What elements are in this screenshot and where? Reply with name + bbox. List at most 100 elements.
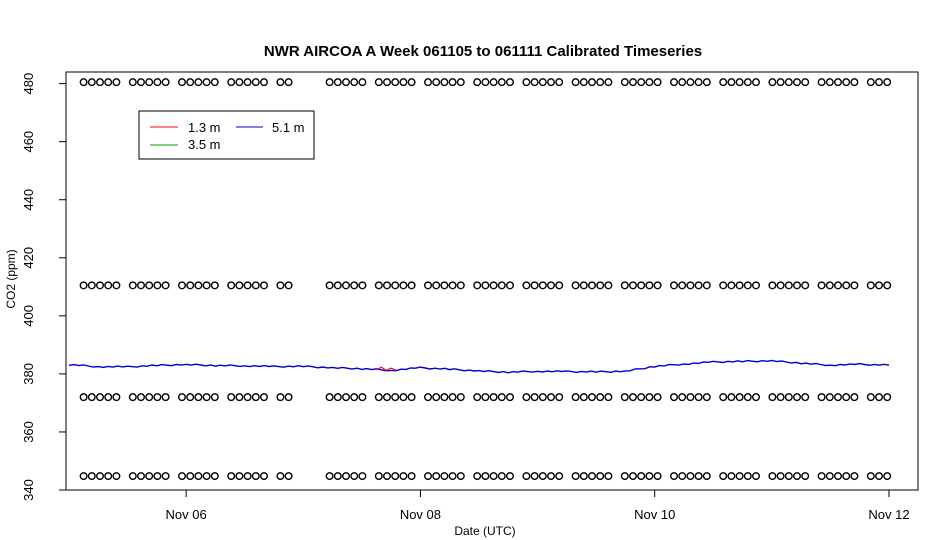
flag-marker bbox=[875, 393, 884, 402]
flag-marker bbox=[210, 393, 219, 402]
flag-marker bbox=[136, 78, 145, 87]
flag-marker bbox=[456, 78, 465, 87]
flag-marker bbox=[620, 393, 629, 402]
flag-marker bbox=[522, 393, 531, 402]
flag-marker bbox=[112, 393, 121, 402]
flag-marker bbox=[95, 281, 104, 290]
flag-marker bbox=[374, 472, 383, 481]
flag-marker bbox=[538, 393, 547, 402]
flag-marker bbox=[694, 78, 703, 87]
flag-marker bbox=[883, 78, 892, 87]
legend-label-5-1m: 5.1 m bbox=[272, 120, 305, 135]
flag-marker bbox=[210, 78, 219, 87]
flag-marker bbox=[866, 281, 875, 290]
flag-marker bbox=[177, 393, 186, 402]
flag-marker bbox=[768, 472, 777, 481]
flag-marker bbox=[333, 393, 342, 402]
flag-marker bbox=[473, 393, 482, 402]
flag-marker bbox=[694, 281, 703, 290]
flag-marker bbox=[596, 393, 605, 402]
flag-marker bbox=[571, 78, 580, 87]
flag-marker bbox=[702, 281, 711, 290]
flag-marker bbox=[153, 393, 162, 402]
flag-marker bbox=[489, 281, 498, 290]
flag-marker bbox=[79, 78, 88, 87]
flag-marker bbox=[538, 281, 547, 290]
flag-marker bbox=[743, 281, 752, 290]
flag-marker bbox=[547, 281, 556, 290]
flag-marker bbox=[391, 281, 400, 290]
flag-marker bbox=[153, 78, 162, 87]
flag-marker bbox=[784, 393, 793, 402]
series-line-1-3-m bbox=[376, 366, 397, 372]
flag-marker bbox=[834, 393, 843, 402]
flag-marker bbox=[251, 78, 260, 87]
flag-marker bbox=[547, 78, 556, 87]
flag-marker bbox=[883, 472, 892, 481]
flag-marker bbox=[752, 78, 761, 87]
flag-marker bbox=[79, 472, 88, 481]
y-axis-label: CO2 (ppm) bbox=[4, 249, 18, 308]
flag-marker bbox=[670, 393, 679, 402]
flag-marker bbox=[776, 78, 785, 87]
flag-marker bbox=[383, 472, 392, 481]
flag-marker bbox=[407, 281, 416, 290]
flag-marker bbox=[497, 78, 506, 87]
flag-marker bbox=[489, 393, 498, 402]
flag-marker bbox=[579, 393, 588, 402]
flag-marker bbox=[637, 281, 646, 290]
flag-marker bbox=[161, 393, 170, 402]
flag-marker bbox=[383, 281, 392, 290]
flag-marker bbox=[686, 393, 695, 402]
flag-marker bbox=[875, 472, 884, 481]
flag-marker bbox=[473, 472, 482, 481]
flag-marker bbox=[145, 472, 154, 481]
flag-marker bbox=[210, 281, 219, 290]
flag-markers bbox=[79, 78, 892, 481]
flag-marker bbox=[694, 393, 703, 402]
legend-label-1-3m: 1.3 m bbox=[188, 120, 221, 135]
flag-marker bbox=[842, 281, 851, 290]
flag-marker bbox=[95, 78, 104, 87]
flag-marker bbox=[243, 472, 252, 481]
flag-marker bbox=[645, 281, 654, 290]
flag-marker bbox=[555, 281, 564, 290]
flag-marker bbox=[579, 472, 588, 481]
flag-marker bbox=[604, 281, 613, 290]
flag-marker bbox=[227, 393, 236, 402]
flag-marker bbox=[145, 393, 154, 402]
flag-marker bbox=[637, 472, 646, 481]
flag-marker bbox=[670, 281, 679, 290]
flag-marker bbox=[702, 393, 711, 402]
flag-marker bbox=[456, 281, 465, 290]
flag-marker bbox=[358, 281, 367, 290]
y-tick-label: 460 bbox=[21, 131, 36, 153]
flag-marker bbox=[235, 472, 244, 481]
flag-marker bbox=[194, 78, 203, 87]
flag-marker bbox=[653, 281, 662, 290]
flag-marker bbox=[128, 393, 137, 402]
flag-marker bbox=[227, 78, 236, 87]
flag-marker bbox=[752, 393, 761, 402]
flag-marker bbox=[350, 393, 359, 402]
flag-marker bbox=[522, 78, 531, 87]
flag-marker bbox=[825, 281, 834, 290]
flag-marker bbox=[702, 472, 711, 481]
flag-marker bbox=[128, 281, 137, 290]
flag-marker bbox=[850, 472, 859, 481]
flag-marker bbox=[776, 281, 785, 290]
flag-marker bbox=[530, 78, 539, 87]
flag-marker bbox=[440, 393, 449, 402]
flag-marker bbox=[776, 472, 785, 481]
flag-marker bbox=[596, 472, 605, 481]
chart-title: NWR AIRCOA A Week 061105 to 061111 Calib… bbox=[264, 43, 702, 60]
flag-marker bbox=[530, 472, 539, 481]
flag-marker bbox=[834, 472, 843, 481]
flag-marker bbox=[342, 78, 351, 87]
flag-marker bbox=[727, 393, 736, 402]
flag-marker bbox=[768, 281, 777, 290]
flag-marker bbox=[79, 393, 88, 402]
y-tick-label: 400 bbox=[21, 305, 36, 327]
flag-marker bbox=[153, 281, 162, 290]
flag-marker bbox=[883, 281, 892, 290]
